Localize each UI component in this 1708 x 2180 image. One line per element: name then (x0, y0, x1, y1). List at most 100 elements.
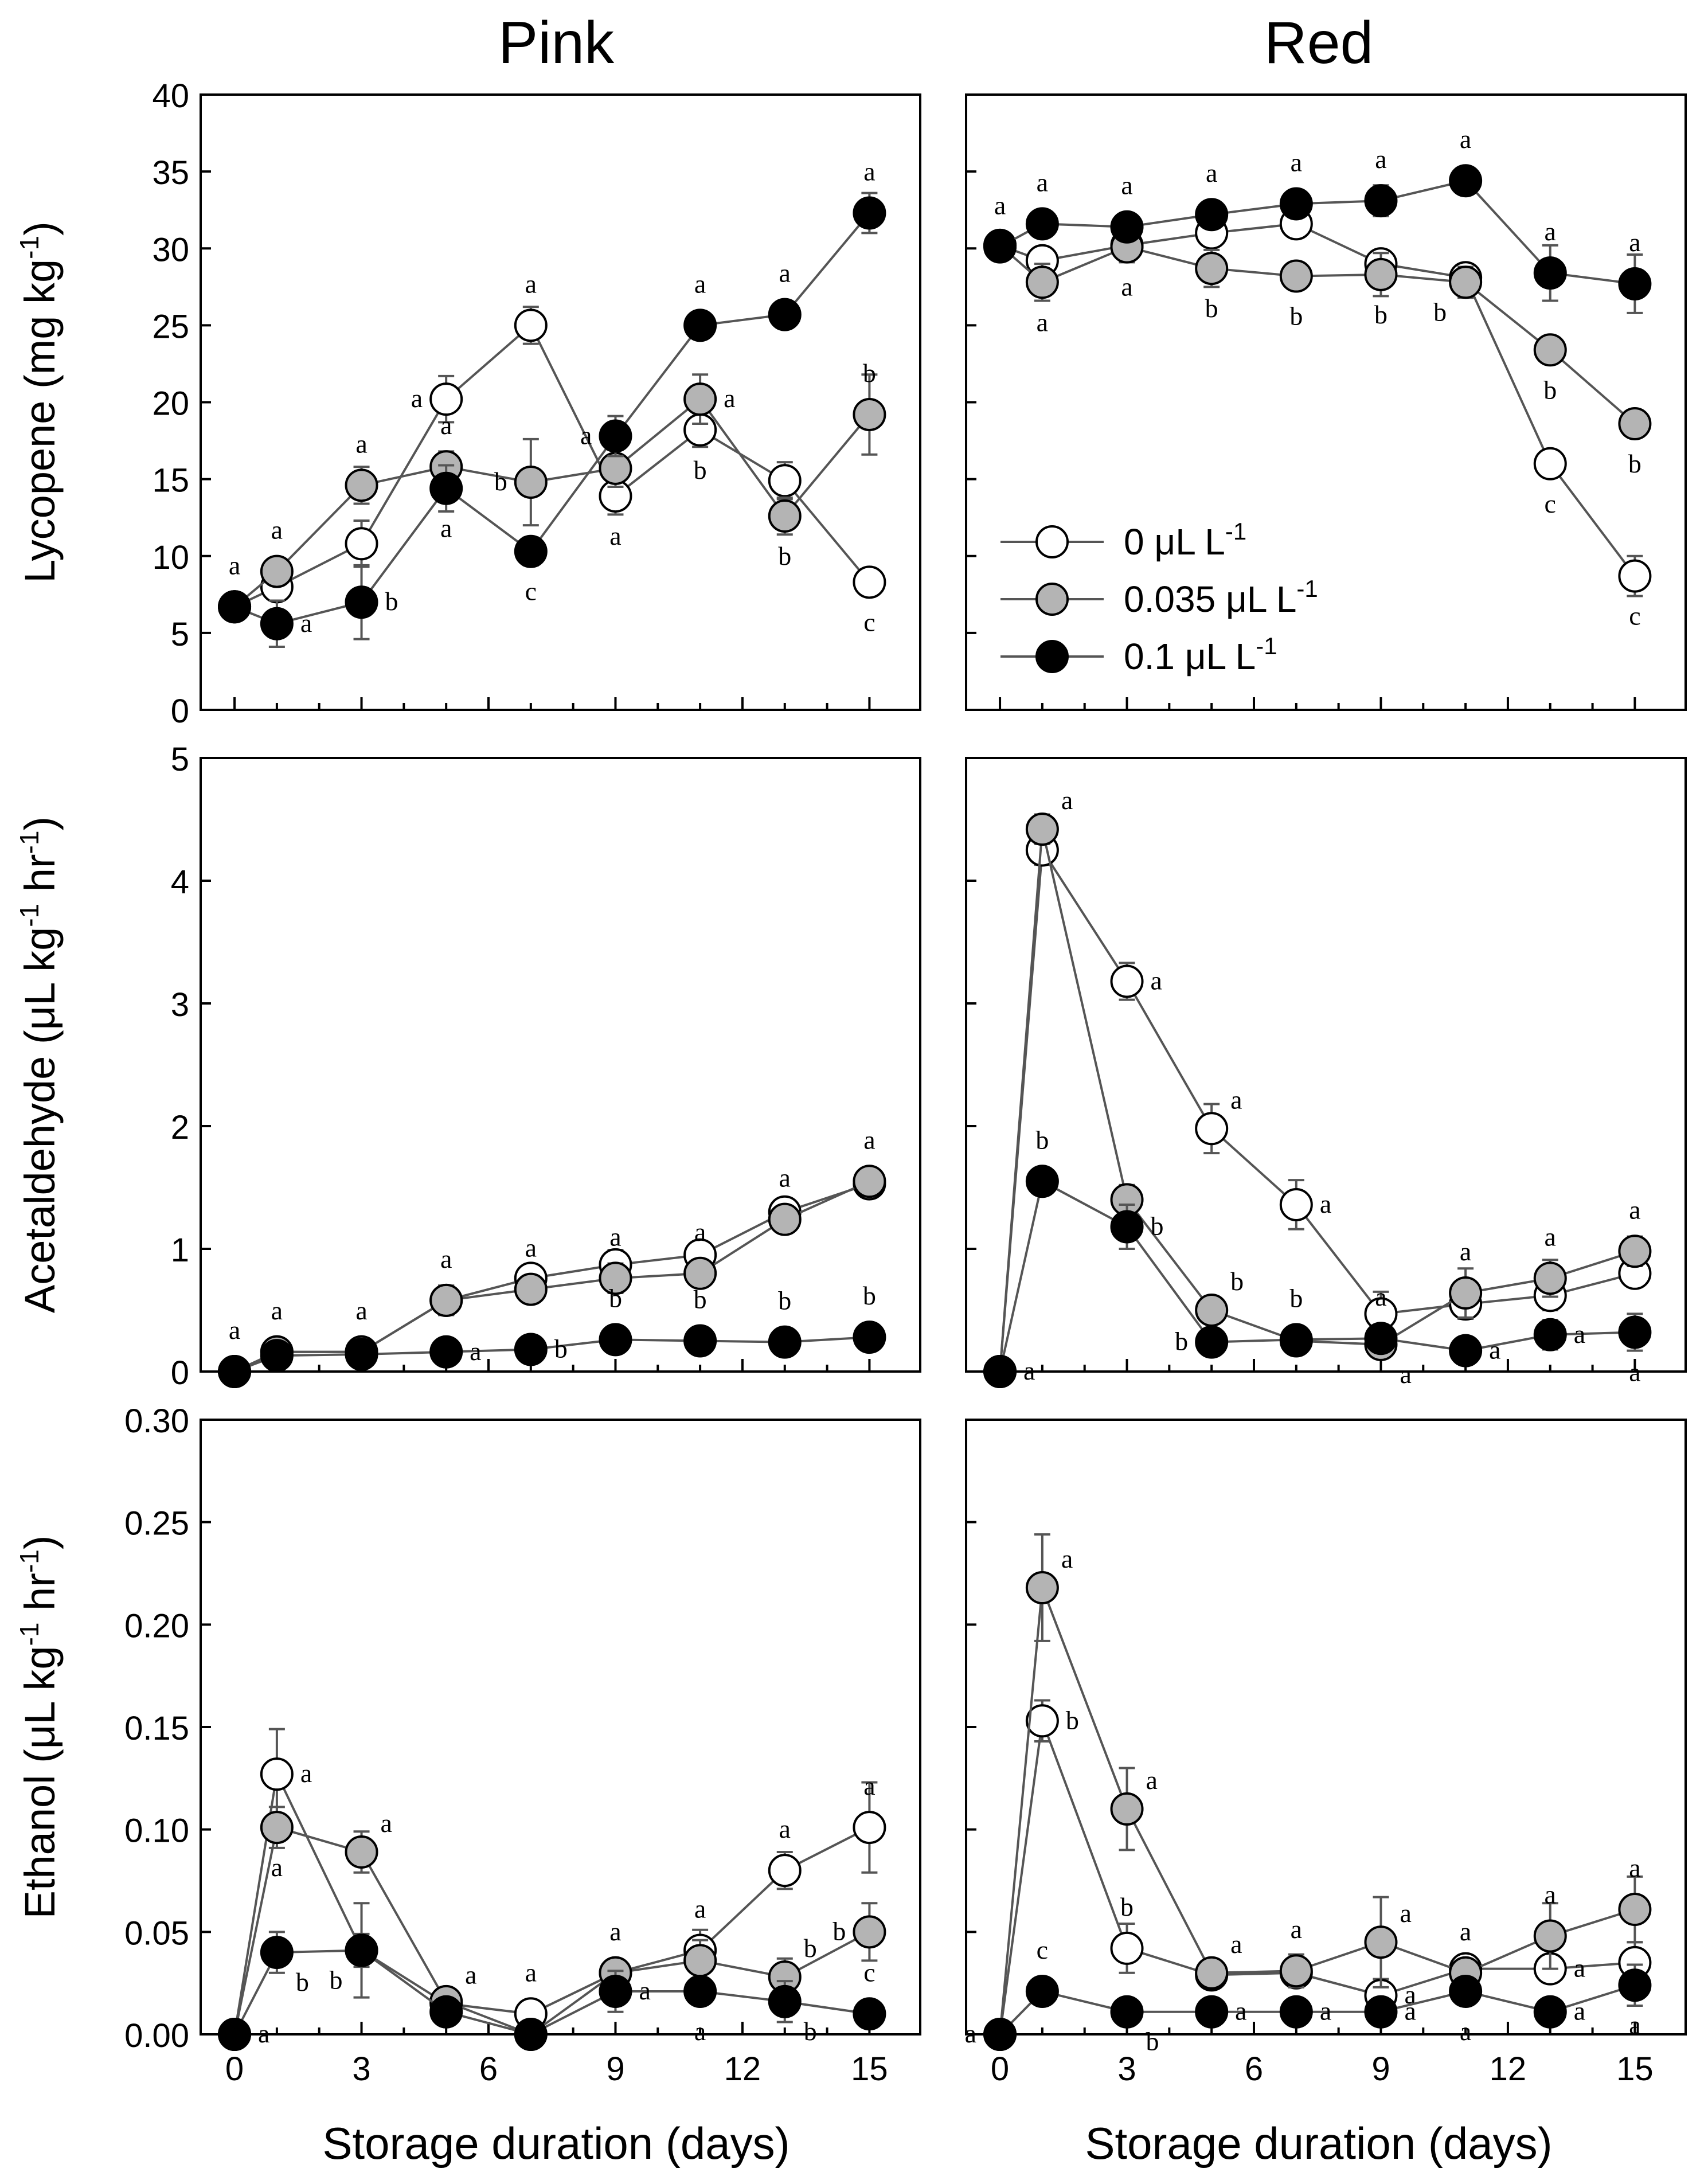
significance-letter: a (779, 1163, 791, 1193)
y-axis-label: Acetaldehyde (μL kg-1 hr-1) (14, 816, 64, 1313)
significance-letter: b (1120, 1892, 1134, 1921)
significance-letter: a (1037, 307, 1048, 337)
legend: 0 μL L-1 0.035 μL L-1 0.1 μL L-1 (1000, 518, 1318, 677)
data-point (429, 1335, 463, 1369)
data-point (429, 471, 463, 505)
significance-letter: a (694, 1894, 706, 1923)
significance-letter: b (694, 455, 707, 485)
significance-letter: a (694, 2017, 706, 2046)
significance-letter: a (440, 514, 452, 543)
data-point (1618, 559, 1652, 593)
x-axis-label-pink: Storage duration (days) (322, 2118, 789, 2169)
data-point (768, 1854, 802, 1888)
data-point (983, 230, 1017, 264)
significance-letter: b (554, 1334, 568, 1363)
data-point (683, 382, 717, 416)
significance-letter: a (639, 1976, 650, 2005)
significance-letter: c (1545, 489, 1556, 518)
data-point (1025, 1165, 1059, 1198)
y-tick-label: 30 (152, 231, 189, 268)
significance-letter: b (1433, 297, 1447, 326)
data-point (1195, 252, 1229, 286)
y-tick-label: 0.20 (124, 1607, 189, 1644)
data-point (1195, 1995, 1229, 2029)
data-point (1279, 259, 1313, 293)
y-tick-label: 5 (171, 616, 189, 653)
legend-label: 0 μL L-1 (1124, 518, 1246, 562)
significance-letter: b (1151, 1211, 1164, 1240)
panel-ethanol-pink: 0.00 0.05 0.10 0.15 0.20 0.25 0.30 0 3 6 9 12 15 Etha… (14, 1402, 921, 2088)
significance-letter: b (832, 1916, 846, 1945)
significance-letter: a (1574, 1319, 1585, 1349)
data-point (768, 298, 802, 331)
data-point (983, 1355, 1017, 1388)
significance-letter: a (1404, 1980, 1416, 2009)
y-tick-label: 5 (171, 741, 189, 778)
significance-letter: c (863, 607, 875, 636)
significance-letter: b (804, 2017, 817, 2046)
y-tick-label: 0.00 (124, 2017, 189, 2054)
data-point (260, 1339, 294, 1373)
y-axis-label: Lycopene (mg kg-1) (14, 221, 64, 583)
data-point (514, 2018, 548, 2051)
significance-letter: b (1066, 1705, 1079, 1734)
significance-letter: a (1023, 1356, 1035, 1385)
significance-letter: a (1291, 147, 1302, 177)
legend-item: 0.1 μL L-1 (1000, 632, 1277, 677)
legend-item: 0 μL L-1 (1000, 518, 1246, 562)
significance-letter: a (863, 157, 875, 186)
legend-item: 0.035 μL L-1 (1000, 575, 1318, 620)
y-tick-label: 0.05 (124, 1915, 189, 1952)
significance-letter: a (381, 1808, 392, 1838)
data-point (1533, 1919, 1567, 1953)
data-point (683, 1256, 717, 1290)
significance-letter: a (694, 1217, 706, 1247)
x-tick-label: 9 (1371, 2050, 1390, 2088)
significance-letter: b (1205, 294, 1218, 323)
x-axis-label-red: Storage duration (days) (1085, 2118, 1552, 2169)
significance-letter: a (609, 1917, 621, 1946)
significance-letter: b (1035, 1125, 1049, 1154)
x-tick-label: 6 (479, 2050, 498, 2088)
data-point (853, 1165, 886, 1198)
y-tick-label: 0.25 (124, 1505, 189, 1542)
y-tick-label: 0 (171, 693, 189, 730)
column-title-red: Red (1264, 10, 1374, 76)
significance-letter: a (1061, 1544, 1073, 1573)
significance-letter: b (694, 1285, 707, 1314)
data-point (1364, 184, 1398, 218)
significance-letter: a (1121, 272, 1132, 302)
significance-letter: a (580, 421, 592, 450)
data-point (983, 2018, 1017, 2051)
significance-letter: b (1628, 449, 1641, 478)
data-point (1449, 1974, 1483, 2008)
data-point (1364, 1925, 1398, 1959)
significance-letter: b (1146, 2027, 1159, 2056)
data-point (218, 1355, 252, 1388)
significance-letter: a (1404, 1997, 1416, 2026)
significance-letter: a (300, 608, 312, 638)
significance-letter: b (296, 1967, 309, 1997)
y-tick-label: 15 (152, 462, 189, 499)
data-point (260, 554, 294, 588)
significance-letter: a (525, 1958, 537, 1987)
significance-letter: b (494, 467, 507, 496)
significance-letter: a (1629, 228, 1640, 257)
data-point (853, 1320, 886, 1354)
data-point (1279, 1954, 1313, 1988)
data-point (514, 1272, 548, 1306)
significance-letter: b (1289, 1283, 1303, 1312)
data-point (683, 1974, 717, 2008)
significance-letter: a (1629, 1358, 1640, 1387)
significance-letter: c (1629, 601, 1640, 631)
data-point (768, 1202, 802, 1236)
significance-letter: a (1291, 1915, 1302, 1944)
x-tick-label: 12 (724, 2050, 761, 2088)
significance-letter: b (1543, 375, 1557, 404)
data-point (1618, 407, 1652, 441)
data-point (1533, 1995, 1567, 2029)
data-point (429, 1995, 463, 2029)
significance-letter: a (609, 1222, 621, 1251)
